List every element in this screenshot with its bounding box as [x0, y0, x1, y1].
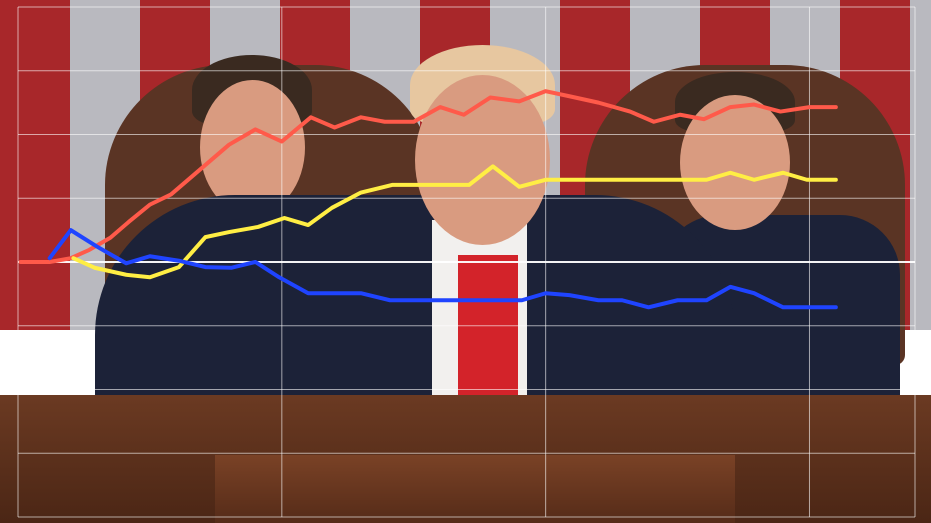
series-line-1 [18, 89, 838, 264]
podium [215, 455, 735, 523]
left-person-face [200, 80, 305, 215]
series-line-3 [47, 228, 838, 310]
series-line-2 [71, 164, 838, 280]
